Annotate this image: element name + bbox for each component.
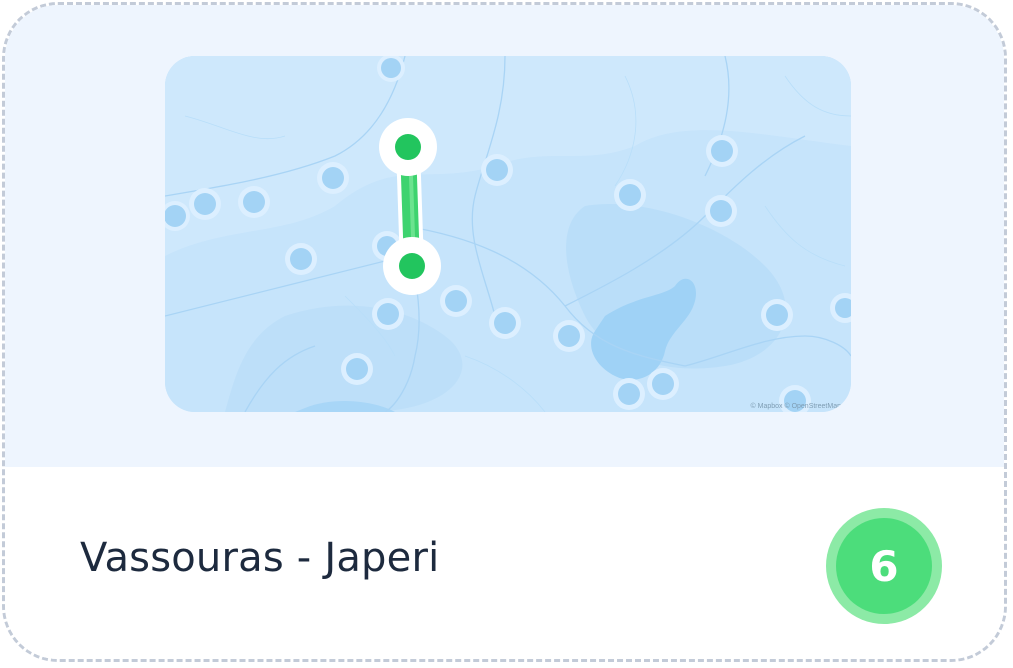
route-endpoint-icon[interactable] xyxy=(379,118,437,176)
stop-marker-icon[interactable] xyxy=(440,285,472,317)
stop-marker-icon[interactable] xyxy=(779,385,811,412)
markers-layer xyxy=(165,56,851,412)
map-attribution[interactable]: © Mapbox © OpenStreetMap xyxy=(750,403,841,410)
stop-marker-icon[interactable] xyxy=(761,299,793,331)
map-area: © Mapbox © OpenStreetMap xyxy=(5,5,1004,467)
route-map[interactable]: © Mapbox © OpenStreetMap xyxy=(165,56,851,412)
stop-marker-icon[interactable] xyxy=(481,154,513,186)
terrain-region xyxy=(225,305,463,412)
stop-marker-icon[interactable] xyxy=(189,188,221,220)
stop-marker-icon[interactable] xyxy=(613,378,645,410)
stop-marker-icon[interactable] xyxy=(341,353,373,385)
coast-water xyxy=(295,401,395,412)
stop-marker-icon[interactable] xyxy=(706,135,738,167)
stop-marker-icon[interactable] xyxy=(647,368,679,400)
road-network xyxy=(165,56,851,412)
stop-marker-icon[interactable] xyxy=(377,56,405,82)
stop-marker-icon[interactable] xyxy=(372,298,404,330)
stop-markers xyxy=(165,56,851,412)
stop-marker-icon[interactable] xyxy=(238,186,270,218)
map-canvas xyxy=(165,56,851,412)
minor-roads xyxy=(184,75,851,412)
card-footer: Vassouras - Japeri 6 xyxy=(5,467,1004,659)
stop-marker-icon[interactable] xyxy=(489,307,521,339)
stop-marker-icon[interactable] xyxy=(285,243,317,275)
bay-water xyxy=(591,278,696,380)
route-endpoint-icon[interactable] xyxy=(383,237,441,295)
stop-marker-icon[interactable] xyxy=(165,201,190,231)
stop-marker-icon[interactable] xyxy=(830,293,851,323)
stop-marker-icon[interactable] xyxy=(553,320,585,352)
count-badge-value: 6 xyxy=(836,518,932,614)
route-title: Vassouras - Japeri xyxy=(80,535,440,581)
stop-marker-icon[interactable] xyxy=(705,195,737,227)
count-badge: 6 xyxy=(826,508,942,624)
stop-marker-icon[interactable] xyxy=(614,179,646,211)
terrain-region xyxy=(165,56,851,256)
stop-marker-icon[interactable] xyxy=(317,162,349,194)
